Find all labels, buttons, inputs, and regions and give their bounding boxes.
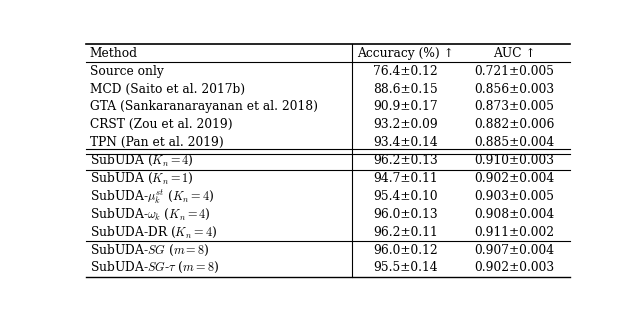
- Text: 0.911±0.002: 0.911±0.002: [475, 226, 555, 239]
- Text: 96.2±0.11: 96.2±0.11: [373, 226, 438, 239]
- Text: SubUDA-$SG$ ($m = 8$): SubUDA-$SG$ ($m = 8$): [90, 243, 209, 258]
- Text: CRST (Zou et al. 2019): CRST (Zou et al. 2019): [90, 118, 232, 131]
- Text: Accuracy (%) ↑: Accuracy (%) ↑: [357, 47, 454, 60]
- Text: 93.4±0.14: 93.4±0.14: [373, 136, 438, 149]
- Text: 0.721±0.005: 0.721±0.005: [475, 65, 555, 78]
- Text: Source only: Source only: [90, 65, 164, 78]
- Text: 88.6±0.15: 88.6±0.15: [373, 82, 438, 95]
- Text: 0.873±0.005: 0.873±0.005: [475, 100, 555, 114]
- Text: SubUDA-DR ($K_n = 4$): SubUDA-DR ($K_n = 4$): [90, 225, 217, 240]
- Text: Method: Method: [90, 47, 138, 60]
- Text: 93.2±0.09: 93.2±0.09: [373, 118, 438, 131]
- Text: 0.885±0.004: 0.885±0.004: [475, 136, 555, 149]
- Text: 95.5±0.14: 95.5±0.14: [373, 261, 438, 274]
- Text: 96.0±0.12: 96.0±0.12: [373, 244, 438, 257]
- Text: 0.882±0.006: 0.882±0.006: [474, 118, 555, 131]
- Text: 0.910±0.003: 0.910±0.003: [475, 154, 555, 167]
- Text: 0.908±0.004: 0.908±0.004: [475, 208, 555, 221]
- Text: GTA (Sankaranarayanan et al. 2018): GTA (Sankaranarayanan et al. 2018): [90, 100, 318, 114]
- Text: 94.7±0.11: 94.7±0.11: [373, 172, 438, 185]
- Text: 90.9±0.17: 90.9±0.17: [373, 100, 438, 114]
- Text: AUC ↑: AUC ↑: [493, 47, 536, 60]
- Text: SubUDA-$\omega_k$ ($K_n = 4$): SubUDA-$\omega_k$ ($K_n = 4$): [90, 207, 211, 222]
- Text: SubUDA ($K_n = 1$): SubUDA ($K_n = 1$): [90, 171, 194, 186]
- Text: TPN (Pan et al. 2019): TPN (Pan et al. 2019): [90, 136, 223, 149]
- Text: MCD (Saito et al. 2017b): MCD (Saito et al. 2017b): [90, 82, 245, 95]
- Text: 0.856±0.003: 0.856±0.003: [475, 82, 555, 95]
- Text: 0.907±0.004: 0.907±0.004: [475, 244, 555, 257]
- Text: 0.903±0.005: 0.903±0.005: [475, 190, 555, 203]
- Text: SubUDA ($K_n = 4$): SubUDA ($K_n = 4$): [90, 153, 194, 168]
- Text: 0.902±0.003: 0.902±0.003: [475, 261, 555, 274]
- Text: 0.902±0.004: 0.902±0.004: [475, 172, 555, 185]
- Text: 95.4±0.10: 95.4±0.10: [373, 190, 438, 203]
- Text: 96.2±0.13: 96.2±0.13: [373, 154, 438, 167]
- Text: 76.4±0.12: 76.4±0.12: [373, 65, 438, 78]
- Text: 96.0±0.13: 96.0±0.13: [373, 208, 438, 221]
- Text: SubUDA-$\mu_k^{st}$ ($K_n = 4$): SubUDA-$\mu_k^{st}$ ($K_n = 4$): [90, 187, 214, 206]
- Text: SubUDA-$SG$-$\tau$ ($m = 8$): SubUDA-$SG$-$\tau$ ($m = 8$): [90, 260, 219, 275]
